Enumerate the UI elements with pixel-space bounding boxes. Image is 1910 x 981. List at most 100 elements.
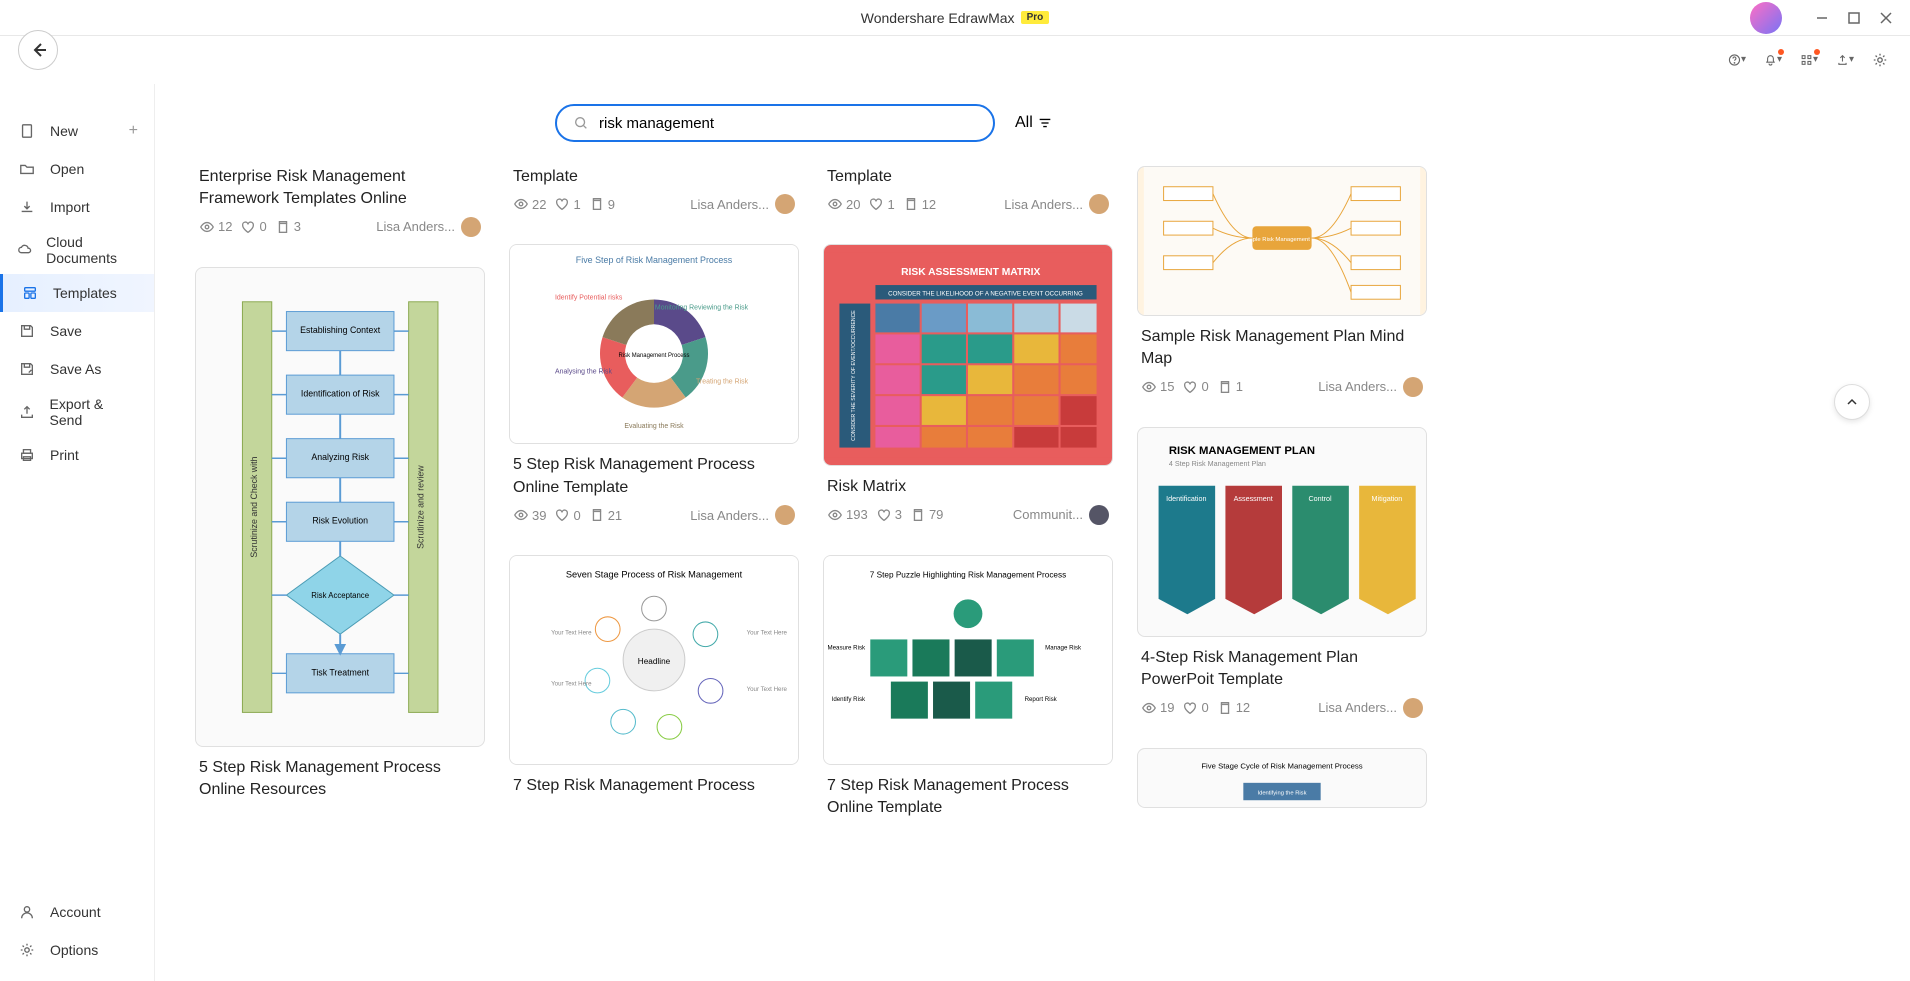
card-author: Lisa Anders... (1004, 194, 1109, 214)
bell-icon[interactable]: ▾ (1764, 51, 1782, 69)
new-doc-icon (16, 120, 38, 142)
likes-icon: 1 (868, 196, 894, 212)
template-card[interactable]: Scrutinize and Check with Scrutinize and… (195, 267, 485, 818)
sidebar-item-save[interactable]: Save (0, 312, 154, 350)
svg-text:4 Step Risk Management Plan: 4 Step Risk Management Plan (1169, 459, 1266, 468)
sidebar-item-print[interactable]: Print (0, 436, 154, 474)
card-title: Sample Risk Management Plan Mind Map (1141, 326, 1423, 371)
card-thumbnail: RISK ASSESSMENT MATRIX CONSIDER THE LIKE… (823, 244, 1113, 466)
plus-icon: + (129, 122, 138, 140)
template-card[interactable]: 7 Step Puzzle Highlighting Risk Manageme… (823, 555, 1113, 836)
sidebar-item-open[interactable]: Open (0, 150, 154, 188)
titlebar: Wondershare EdrawMax Pro (0, 0, 1910, 36)
cloud-icon (16, 239, 34, 261)
sidebar-item-import[interactable]: Import (0, 188, 154, 226)
sidebar-item-label: Templates (53, 285, 117, 301)
author-avatar (1403, 698, 1423, 718)
copies-icon: 9 (589, 196, 615, 212)
views-icon: 19 (1141, 700, 1174, 716)
svg-text:Five Step of Risk Management P: Five Step of Risk Management Process (576, 255, 733, 265)
svg-text:Tisk Treatment: Tisk Treatment (311, 667, 369, 677)
card-title: Risk Matrix (827, 476, 1109, 498)
copies-icon: 12 (1217, 700, 1250, 716)
toolbar: ▾ ▾ ▾ ▾ (0, 36, 1910, 84)
template-card[interactable]: Enterprise Risk Management Framework Tem… (195, 166, 485, 247)
template-card[interactable]: Five Step of Risk Management Process Ris… (509, 244, 799, 535)
template-cards: Enterprise Risk Management Framework Tem… (195, 166, 1870, 836)
svg-text:Identifying the Risk: Identifying the Risk (1258, 790, 1307, 796)
template-card[interactable]: RISK MANAGEMENT PLAN 4 Step Risk Managem… (1137, 427, 1427, 728)
sidebar-item-label: Options (50, 942, 98, 958)
card-author: Lisa Anders... (376, 217, 481, 237)
sidebar-item-saveas[interactable]: Save As (0, 350, 154, 388)
copies-icon: 1 (1217, 379, 1243, 395)
sidebar-item-options[interactable]: Options (0, 931, 154, 969)
template-card[interactable]: Template 22 1 9 Lisa Anders... (509, 166, 799, 224)
sidebar-item-label: Import (50, 199, 90, 215)
sidebar-item-label: Cloud Documents (46, 234, 138, 266)
search-row: All (195, 104, 1870, 142)
likes-icon: 0 (554, 507, 580, 523)
sidebar-item-account[interactable]: Account (0, 893, 154, 931)
svg-text:RISK MANAGEMENT PLAN: RISK MANAGEMENT PLAN (1169, 445, 1315, 457)
search-input[interactable] (599, 115, 977, 132)
template-card[interactable]: Sample Risk Management Plan Sample Risk … (1137, 166, 1427, 407)
sidebar-item-label: New (50, 123, 78, 139)
card-author: Communit... (1013, 505, 1109, 525)
template-card[interactable]: Seven Stage Process of Risk Management H… (509, 555, 799, 813)
card-title: 5 Step Risk Management Process Online Re… (199, 757, 481, 802)
card-title: 4-Step Risk Management Plan PowerPoit Te… (1141, 647, 1423, 692)
svg-text:Your Text Here: Your Text Here (747, 686, 788, 693)
gear-icon (16, 939, 38, 961)
author-avatar (1089, 194, 1109, 214)
likes-icon: 3 (876, 507, 902, 523)
folder-icon (16, 158, 38, 180)
scroll-top-button[interactable] (1834, 384, 1870, 420)
help-icon[interactable]: ▾ (1728, 51, 1746, 69)
maximize-button[interactable] (1842, 6, 1866, 30)
template-card[interactable]: Template 20 1 12 Lisa Anders... (823, 166, 1113, 224)
sidebar-item-label: Save As (50, 361, 101, 377)
author-avatar (1089, 505, 1109, 525)
card-meta: 12 0 3 Lisa Anders... (199, 217, 481, 237)
search-box[interactable] (555, 104, 995, 142)
sidebar-item-label: Export & Send (50, 396, 138, 428)
apps-icon[interactable]: ▾ (1800, 51, 1818, 69)
back-button[interactable] (18, 30, 58, 70)
sidebar-item-export[interactable]: Export & Send (0, 388, 154, 436)
user-avatar[interactable] (1750, 2, 1782, 34)
template-card[interactable]: RISK ASSESSMENT MATRIX CONSIDER THE LIKE… (823, 244, 1113, 534)
filter-label: All (1015, 114, 1033, 132)
svg-text:Monitoring Reviewing the Risk: Monitoring Reviewing the Risk (655, 305, 749, 312)
views-icon: 22 (513, 196, 546, 212)
export-icon (16, 401, 38, 423)
sidebar-item-label: Save (50, 323, 82, 339)
sidebar-item-templates[interactable]: Templates (0, 274, 154, 312)
svg-text:CONSIDER THE LIKELIHOOD OF A N: CONSIDER THE LIKELIHOOD OF A NEGATIVE EV… (888, 291, 1083, 298)
share-icon[interactable]: ▾ (1836, 51, 1854, 69)
filter-all[interactable]: All (1015, 114, 1053, 132)
close-button[interactable] (1874, 6, 1898, 30)
card-author: Lisa Anders... (1318, 377, 1423, 397)
card-meta: 39 0 21 Lisa Anders... (513, 505, 795, 525)
svg-text:Your Text Here: Your Text Here (551, 681, 592, 688)
card-thumbnail: RISK MANAGEMENT PLAN 4 Step Risk Managem… (1137, 427, 1427, 637)
sidebar-item-new[interactable]: New + (0, 112, 154, 150)
svg-text:Evaluating the Risk: Evaluating the Risk (624, 424, 684, 431)
views-icon: 12 (199, 219, 232, 235)
svg-text:Mitigation: Mitigation (1372, 494, 1403, 503)
views-icon: 15 (1141, 379, 1174, 395)
copies-icon: 12 (903, 196, 936, 212)
views-icon: 20 (827, 196, 860, 212)
svg-text:Report Risk: Report Risk (1025, 696, 1058, 703)
card-title: Template (513, 166, 795, 188)
minimize-button[interactable] (1810, 6, 1834, 30)
settings-icon[interactable] (1872, 51, 1890, 69)
sidebar: New + Open Import Cloud Documents Templa… (0, 84, 155, 981)
svg-text:Seven Stage Process of Risk Ma: Seven Stage Process of Risk Management (566, 570, 743, 580)
sidebar-item-cloud[interactable]: Cloud Documents (0, 226, 154, 274)
svg-text:Manage Risk: Manage Risk (1045, 644, 1082, 651)
svg-text:Control: Control (1308, 494, 1332, 503)
card-thumbnail: Sample Risk Management Plan (1137, 166, 1427, 316)
template-card[interactable]: Five Stage Cycle of Risk Management Proc… (1137, 748, 1427, 808)
